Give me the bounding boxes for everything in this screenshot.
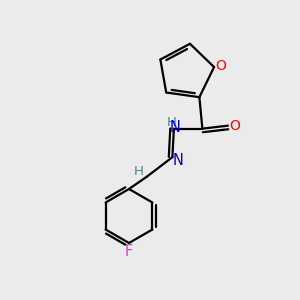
Text: O: O (215, 58, 226, 73)
Text: F: F (125, 244, 133, 260)
Text: O: O (229, 119, 240, 133)
Text: H: H (134, 165, 143, 178)
Text: H: H (167, 116, 176, 129)
Text: N: N (172, 153, 183, 168)
Text: N: N (170, 120, 181, 135)
